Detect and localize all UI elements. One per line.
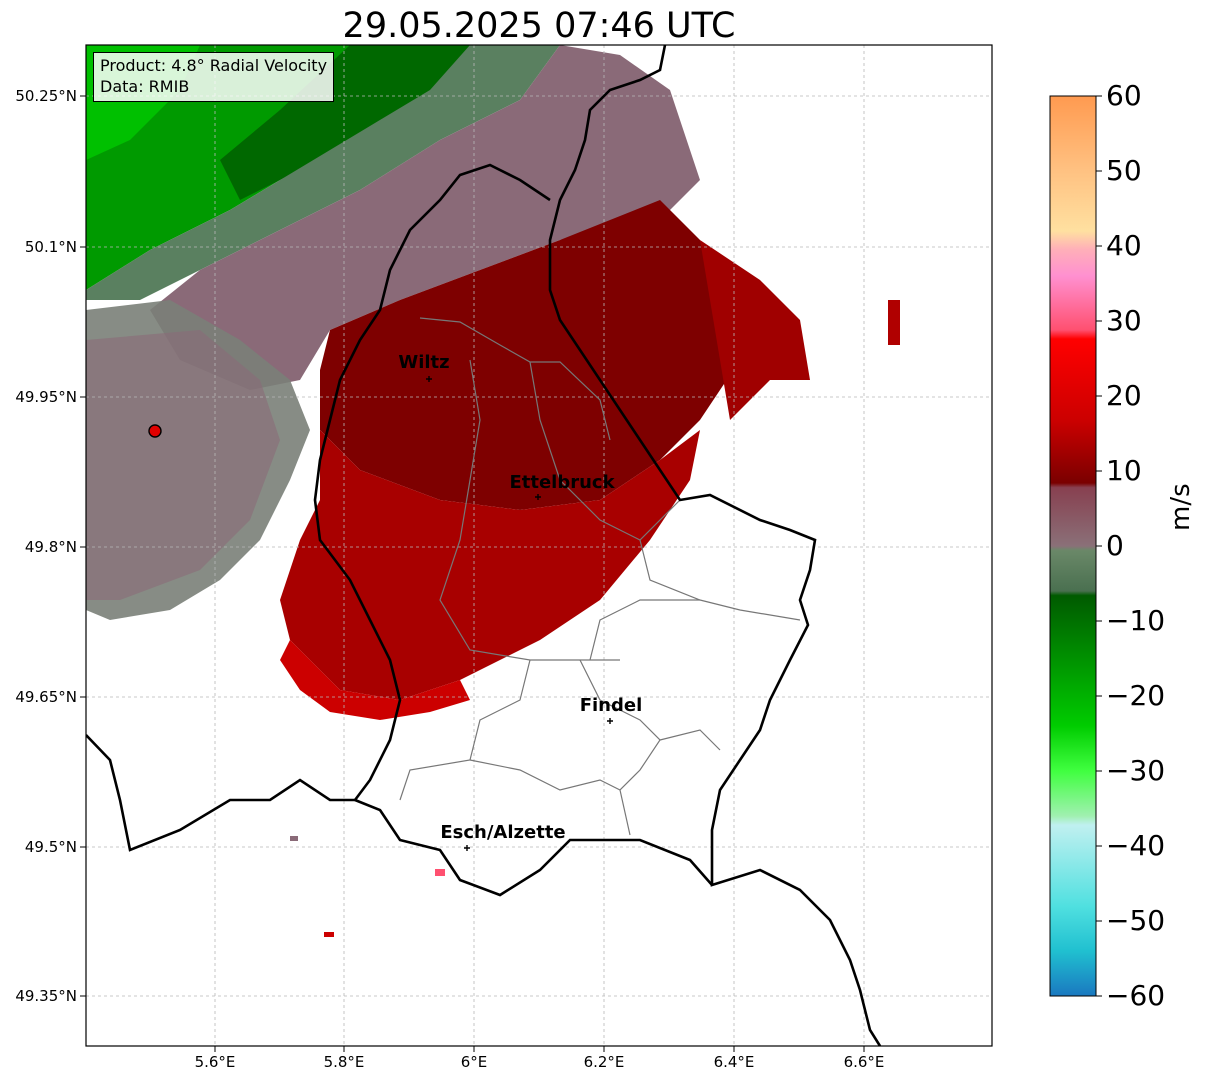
axis-ticks (80, 95, 865, 1052)
lat-tick-label: 50.25°N (15, 87, 77, 105)
lon-tick-label: 6°E (460, 1053, 488, 1071)
colorbar-tick-label: −40 (1106, 829, 1166, 862)
lon-tick-label: 5.6°E (194, 1053, 236, 1071)
colorbar-tick-label: −50 (1106, 904, 1166, 937)
lat-tick-label: 49.65°N (15, 688, 77, 706)
colorbar-tick-label: 0 (1106, 529, 1124, 562)
country-borders (86, 45, 882, 1046)
colorbar-tick-label: −10 (1106, 604, 1166, 637)
place-markers (426, 376, 613, 851)
lon-tick-label: 5.8°E (323, 1053, 365, 1071)
map-title: 29.05.2025 07:46 UTC (342, 6, 736, 46)
lat-tick-label: 50.1°N (24, 238, 77, 256)
place-label-findel: Findel (580, 695, 643, 716)
colorbar (1049, 95, 1097, 997)
colorbar-unit-label: m/s (1166, 483, 1196, 531)
lat-tick-label: 49.35°N (15, 987, 77, 1005)
district-borders (399, 317, 801, 836)
product-label: Product: 4.8° Radial Velocity (100, 56, 328, 75)
place-label-ettelbruck: Ettelbruck (509, 472, 615, 493)
lat-tick-label: 49.5°N (24, 838, 77, 856)
wiltz-marker (426, 376, 432, 382)
findel-marker (607, 718, 613, 724)
colorbar-tick-label: −30 (1106, 754, 1166, 787)
data-source-label: Data: RMIB (100, 77, 190, 96)
colorbar-tick-label: 30 (1106, 304, 1142, 337)
lat-tick-label: 49.95°N (15, 388, 77, 406)
colorbar-tick-label: −60 (1106, 979, 1166, 1012)
radar-site-marker (148, 424, 162, 438)
ettelbruck-marker (535, 494, 541, 500)
place-label-wiltz: Wiltz (398, 352, 449, 373)
place-label-esch-alzette: Esch/Alzette (440, 822, 565, 843)
graticule (86, 45, 992, 1046)
map-frame (85, 44, 993, 1047)
lat-tick-label: 49.8°N (24, 538, 77, 556)
colorbar-tick-label: 40 (1106, 229, 1142, 262)
colorbar-tick-label: 20 (1106, 379, 1142, 412)
colorbar-tick-label: 50 (1106, 154, 1142, 187)
colorbar-tick-label: −20 (1106, 679, 1166, 712)
product-info-box: Product: 4.8° Radial Velocity Data: RMIB (93, 52, 335, 102)
esch-marker (464, 845, 470, 851)
lon-tick-label: 6.4°E (713, 1053, 755, 1071)
lon-tick-label: 6.2°E (583, 1053, 625, 1071)
colorbar-ticks (1096, 95, 1102, 997)
colorbar-tick-label: 10 (1106, 454, 1142, 487)
lon-tick-label: 6.6°E (843, 1053, 885, 1071)
colorbar-tick-label: 60 (1106, 79, 1142, 112)
